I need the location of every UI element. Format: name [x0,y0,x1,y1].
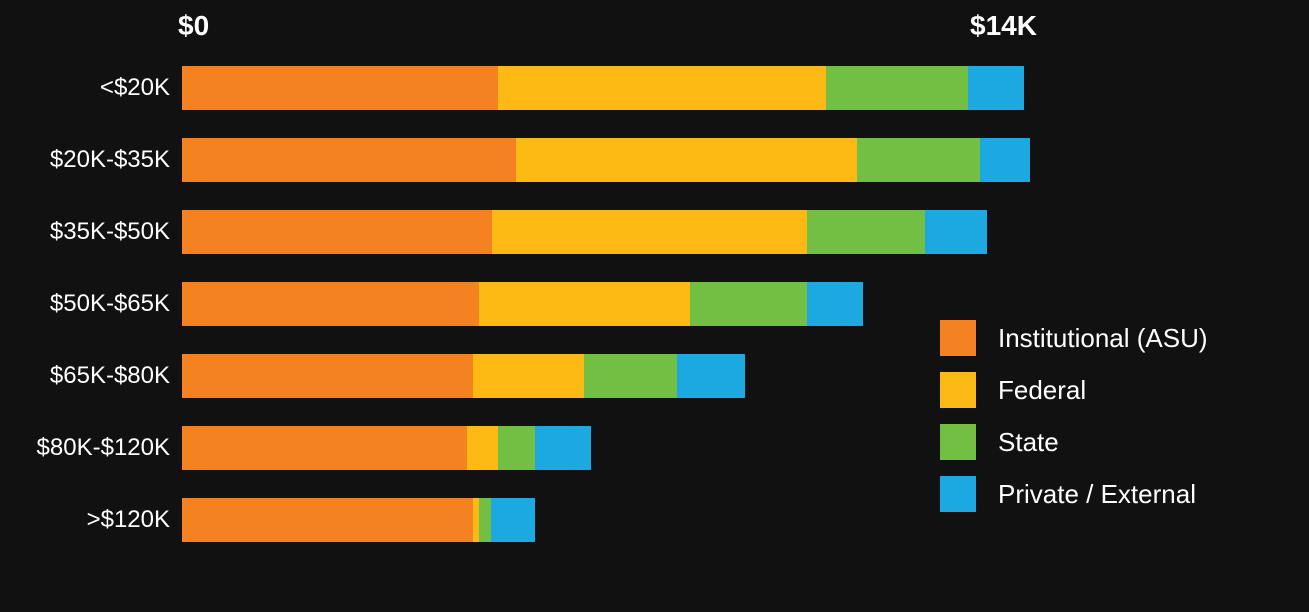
bar-segment [492,210,808,254]
bar-segment [677,354,745,398]
bar-row: $50K-$65K [0,282,1030,326]
bar-track [182,426,591,470]
bar-track [182,210,987,254]
row-label: $80K-$120K [0,434,182,462]
row-label: <$20K [0,74,182,102]
bar-segment [826,66,968,110]
bar-segment [516,138,856,182]
bar-row: >$120K [0,498,1030,542]
legend-label: Private / External [998,479,1196,510]
bar-segment [807,210,925,254]
bar-segment [182,354,473,398]
bar-segment [479,282,689,326]
legend-label: Institutional (ASU) [998,323,1208,354]
bar-segment [182,498,473,542]
bar-segment [498,426,535,470]
legend-swatch [940,476,976,512]
bar-row: <$20K [0,66,1030,110]
bar-segment [473,354,584,398]
bar-segment [467,426,498,470]
bar-segment [491,498,534,542]
bar-segment [498,66,826,110]
bar-segment [807,282,863,326]
bar-track [182,138,1030,182]
bar-segment [925,210,987,254]
bar-row: $35K-$50K [0,210,1030,254]
legend-swatch [940,424,976,460]
legend: Institutional (ASU) Federal State Private /… [940,320,1208,528]
bar-rows: <$20K $20K-$35K $35K-$50K $50K-$65K $65K-$80… [0,66,1030,570]
bar-track [182,282,863,326]
financial-aid-chart: $0 $14K <$20K $20K-$35K $35K-$50K $50K-$65K… [0,0,1309,612]
legend-item: Institutional (ASU) [940,320,1208,356]
bar-segment [182,138,516,182]
bar-segment [968,66,1024,110]
legend-label: State [998,427,1059,458]
bar-segment [690,282,808,326]
row-label: $35K-$50K [0,218,182,246]
legend-label: Federal [998,375,1086,406]
bar-segment [182,210,492,254]
bar-row: $65K-$80K [0,354,1030,398]
row-label: $65K-$80K [0,362,182,390]
legend-item: State [940,424,1208,460]
legend-item: Federal [940,372,1208,408]
bar-segment [857,138,981,182]
row-label: >$120K [0,506,182,534]
bar-segment [182,426,467,470]
bar-segment [479,498,491,542]
row-label: $50K-$65K [0,290,182,318]
legend-item: Private / External [940,476,1208,512]
bar-track [182,354,745,398]
axis-start-label: $0 [178,10,209,42]
bar-track [182,66,1024,110]
bar-row: $20K-$35K [0,138,1030,182]
legend-swatch [940,320,976,356]
bar-segment [182,282,479,326]
axis-end-label: $14K [970,10,1037,42]
bar-row: $80K-$120K [0,426,1030,470]
bar-segment [535,426,591,470]
bar-segment [182,66,498,110]
bar-segment [980,138,1030,182]
legend-swatch [940,372,976,408]
row-label: $20K-$35K [0,146,182,174]
bar-segment [584,354,677,398]
bar-track [182,498,535,542]
